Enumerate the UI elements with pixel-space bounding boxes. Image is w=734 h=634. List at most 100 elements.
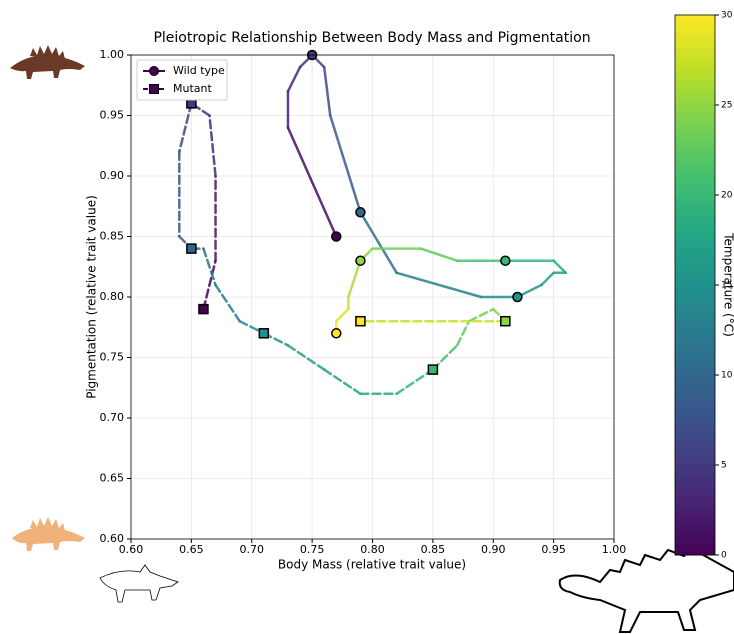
colorbar-band bbox=[675, 85, 715, 91]
colorbar-band bbox=[675, 512, 715, 518]
colorbar-band bbox=[675, 177, 715, 183]
colorbar-band bbox=[675, 107, 715, 113]
colorbar-band bbox=[675, 139, 715, 145]
colorbar-band bbox=[675, 269, 715, 275]
marker bbox=[356, 256, 365, 265]
colorbar-band bbox=[675, 231, 715, 237]
colorbar-band bbox=[675, 123, 715, 129]
colorbar-band bbox=[675, 447, 715, 453]
colorbar-band bbox=[675, 69, 715, 75]
colorbar-band bbox=[675, 382, 715, 388]
colorbar-band bbox=[675, 290, 715, 296]
y-tick-label: 0.80 bbox=[100, 290, 125, 303]
colorbar-tick-label: 20 bbox=[721, 191, 733, 201]
colorbar-band bbox=[675, 193, 715, 199]
dino-icon bbox=[10, 45, 85, 79]
colorbar-band bbox=[675, 263, 715, 269]
colorbar-band bbox=[675, 161, 715, 167]
colorbar-band bbox=[675, 31, 715, 37]
colorbar-band bbox=[675, 80, 715, 86]
marker bbox=[356, 208, 365, 217]
dino-outline bbox=[100, 565, 178, 602]
colorbar-band bbox=[675, 64, 715, 70]
colorbar-band bbox=[675, 226, 715, 232]
x-tick-label: 1.00 bbox=[602, 543, 627, 556]
x-tick-label: 0.90 bbox=[481, 543, 506, 556]
colorbar-band bbox=[675, 247, 715, 253]
colorbar-band bbox=[675, 496, 715, 502]
marker bbox=[501, 256, 510, 265]
dino-outline bbox=[560, 548, 734, 632]
colorbar-band bbox=[675, 490, 715, 496]
colorbar-band bbox=[675, 452, 715, 458]
colorbar-band bbox=[675, 118, 715, 124]
colorbar-band bbox=[675, 301, 715, 307]
colorbar-band bbox=[675, 425, 715, 431]
y-tick-label: 0.75 bbox=[100, 351, 125, 364]
colorbar-band bbox=[675, 188, 715, 194]
colorbar-band bbox=[675, 458, 715, 464]
colorbar-band bbox=[675, 404, 715, 410]
marker bbox=[332, 329, 341, 338]
colorbar-band bbox=[675, 393, 715, 399]
colorbar-band bbox=[675, 20, 715, 26]
colorbar-band bbox=[675, 134, 715, 140]
y-tick-label: 0.95 bbox=[100, 109, 125, 122]
chart: 0.600.650.700.750.800.850.900.951.000.60… bbox=[0, 0, 734, 634]
colorbar-band bbox=[675, 366, 715, 372]
legend-label: Wild type bbox=[173, 64, 225, 77]
colorbar-band bbox=[675, 145, 715, 151]
colorbar-band bbox=[675, 42, 715, 48]
colorbar-label: Temperature (°C) bbox=[722, 232, 734, 337]
colorbar-band bbox=[675, 15, 715, 21]
colorbar-tick-label: 30 bbox=[721, 11, 733, 21]
x-tick-label: 0.80 bbox=[360, 543, 385, 556]
colorbar-band bbox=[675, 361, 715, 367]
legend: Wild type Mutant bbox=[137, 60, 227, 100]
colorbar-band bbox=[675, 323, 715, 329]
colorbar-tick-label: 0 bbox=[721, 551, 727, 561]
colorbar-band bbox=[675, 474, 715, 480]
x-tick-label: 0.85 bbox=[421, 543, 446, 556]
colorbar-band bbox=[675, 47, 715, 53]
colorbar-band bbox=[675, 469, 715, 475]
colorbar-band bbox=[675, 334, 715, 340]
y-tick-label: 0.85 bbox=[100, 230, 125, 243]
colorbar-band bbox=[675, 37, 715, 43]
colorbar-band bbox=[675, 371, 715, 377]
colorbar-band bbox=[675, 501, 715, 507]
colorbar-band bbox=[675, 258, 715, 264]
colorbar-band bbox=[675, 528, 715, 534]
y-axis-label: Pigmentation (relative trait value) bbox=[85, 195, 99, 399]
x-tick-label: 0.75 bbox=[300, 543, 325, 556]
colorbar-band bbox=[675, 409, 715, 415]
colorbar-band bbox=[675, 339, 715, 345]
marker bbox=[332, 232, 341, 241]
colorbar-band bbox=[675, 215, 715, 221]
colorbar-band bbox=[675, 155, 715, 161]
colorbar-band bbox=[675, 101, 715, 107]
colorbar-band bbox=[675, 280, 715, 286]
colorbar-band bbox=[675, 296, 715, 302]
colorbar-band bbox=[675, 523, 715, 529]
dino-icon bbox=[12, 517, 85, 551]
y-tick-label: 0.70 bbox=[100, 411, 125, 424]
legend-marker bbox=[150, 67, 159, 76]
colorbar-band bbox=[675, 166, 715, 172]
x-tick-label: 0.70 bbox=[240, 543, 265, 556]
colorbar-band bbox=[675, 463, 715, 469]
legend-label: Mutant bbox=[173, 82, 212, 95]
colorbar-band bbox=[675, 431, 715, 437]
colorbar-band bbox=[675, 150, 715, 156]
colorbar-band bbox=[675, 236, 715, 242]
colorbar-band bbox=[675, 350, 715, 356]
marker bbox=[501, 317, 510, 326]
colorbar-band bbox=[675, 58, 715, 64]
colorbar-band bbox=[675, 204, 715, 210]
colorbar-band bbox=[675, 506, 715, 512]
colorbar-band bbox=[675, 436, 715, 442]
colorbar-band bbox=[675, 312, 715, 318]
colorbar-band bbox=[675, 112, 715, 118]
colorbar-band bbox=[675, 128, 715, 134]
colorbar-band bbox=[675, 539, 715, 545]
